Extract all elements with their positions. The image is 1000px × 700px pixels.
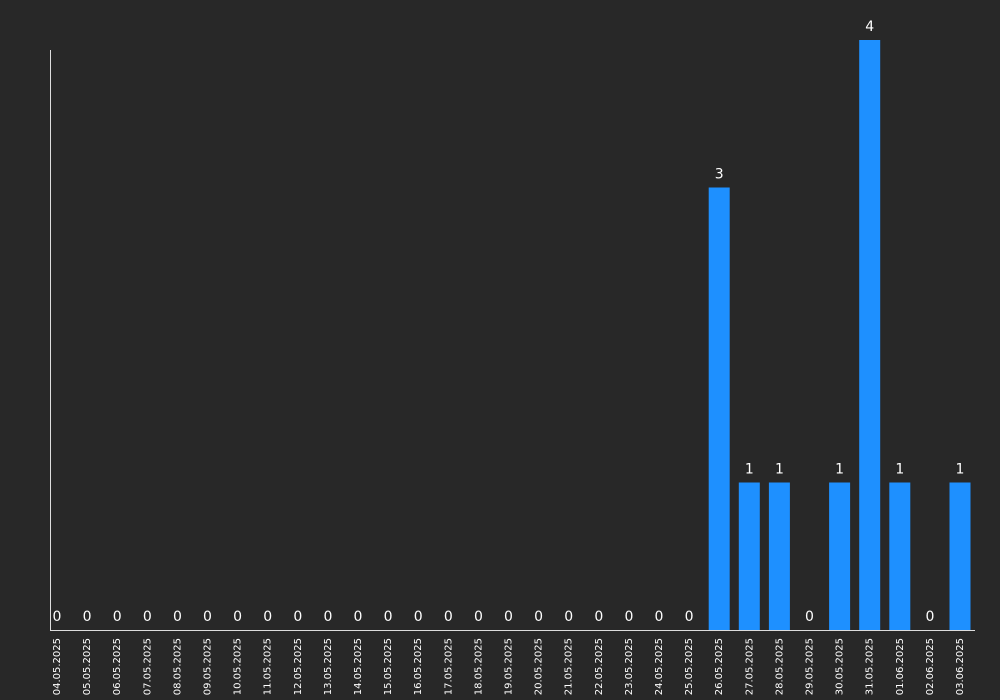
x-tick-label: 07.05.2025 bbox=[142, 638, 153, 695]
x-tick-label: 08.05.2025 bbox=[172, 638, 183, 695]
x-tick-label: 24.05.2025 bbox=[654, 638, 665, 695]
bar bbox=[708, 187, 730, 630]
x-tick-label: 26.05.2025 bbox=[714, 638, 725, 695]
data-label: 0 bbox=[323, 609, 332, 625]
x-tick-label: 10.05.2025 bbox=[233, 638, 244, 695]
data-label: 1 bbox=[835, 462, 844, 478]
data-label: 0 bbox=[53, 609, 62, 625]
data-label: 0 bbox=[564, 609, 573, 625]
x-tick-label: 23.05.2025 bbox=[624, 638, 635, 695]
data-label: 0 bbox=[474, 609, 483, 625]
x-tick-label: 16.05.2025 bbox=[413, 638, 424, 695]
x-tick-label: 14.05.2025 bbox=[353, 638, 364, 695]
x-tick-label: 25.05.2025 bbox=[684, 638, 695, 695]
data-label: 0 bbox=[534, 609, 543, 625]
data-label: 3 bbox=[715, 167, 724, 183]
data-label: 0 bbox=[113, 609, 122, 625]
x-tick-label: 28.05.2025 bbox=[774, 638, 785, 695]
x-tick-label: 15.05.2025 bbox=[383, 638, 394, 695]
x-tick-label: 27.05.2025 bbox=[744, 638, 755, 695]
bar bbox=[829, 482, 851, 630]
x-tick-label: 18.05.2025 bbox=[473, 638, 484, 695]
data-label: 4 bbox=[865, 19, 874, 35]
data-label: 0 bbox=[203, 609, 212, 625]
data-label: 0 bbox=[655, 609, 664, 625]
x-tick-label: 06.05.2025 bbox=[112, 638, 123, 695]
data-label: 0 bbox=[233, 609, 242, 625]
data-label: 0 bbox=[263, 609, 272, 625]
data-label: 0 bbox=[504, 609, 513, 625]
x-tick-label: 11.05.2025 bbox=[263, 638, 274, 695]
data-label: 0 bbox=[414, 609, 423, 625]
bar bbox=[949, 482, 971, 630]
data-label: 0 bbox=[444, 609, 453, 625]
data-label: 0 bbox=[805, 609, 814, 625]
data-label: 0 bbox=[925, 609, 934, 625]
x-tick-label: 17.05.2025 bbox=[443, 638, 454, 695]
x-tick-label: 04.05.2025 bbox=[52, 638, 63, 695]
data-label: 0 bbox=[293, 609, 302, 625]
data-label: 0 bbox=[594, 609, 603, 625]
x-tick-label: 31.05.2025 bbox=[865, 638, 876, 695]
data-label: 0 bbox=[173, 609, 182, 625]
data-label: 1 bbox=[956, 462, 965, 478]
x-tick-label: 13.05.2025 bbox=[323, 638, 334, 695]
bar bbox=[768, 482, 790, 630]
data-label: 1 bbox=[895, 462, 904, 478]
x-tick-label: 21.05.2025 bbox=[564, 638, 575, 695]
data-label: 0 bbox=[143, 609, 152, 625]
x-tick-label: 30.05.2025 bbox=[835, 638, 846, 695]
data-label: 0 bbox=[384, 609, 393, 625]
x-tick-label: 02.06.2025 bbox=[925, 638, 936, 695]
x-tick-label: 05.05.2025 bbox=[82, 638, 93, 695]
bar bbox=[738, 482, 760, 630]
data-label: 0 bbox=[83, 609, 92, 625]
x-tick-label: 12.05.2025 bbox=[293, 638, 304, 695]
data-label: 0 bbox=[354, 609, 363, 625]
bar bbox=[859, 40, 881, 630]
data-label: 1 bbox=[745, 462, 754, 478]
x-tick-label: 09.05.2025 bbox=[203, 638, 214, 695]
x-tick-label: 19.05.2025 bbox=[504, 638, 515, 695]
x-tick-label: 01.06.2025 bbox=[895, 638, 906, 695]
data-label: 0 bbox=[624, 609, 633, 625]
data-label: 0 bbox=[685, 609, 694, 625]
x-tick-label: 20.05.2025 bbox=[534, 638, 545, 695]
bar bbox=[889, 482, 911, 630]
x-tick-label: 22.05.2025 bbox=[594, 638, 605, 695]
x-tick-label: 29.05.2025 bbox=[805, 638, 816, 695]
x-tick-label: 03.06.2025 bbox=[955, 638, 966, 695]
data-label: 1 bbox=[775, 462, 784, 478]
